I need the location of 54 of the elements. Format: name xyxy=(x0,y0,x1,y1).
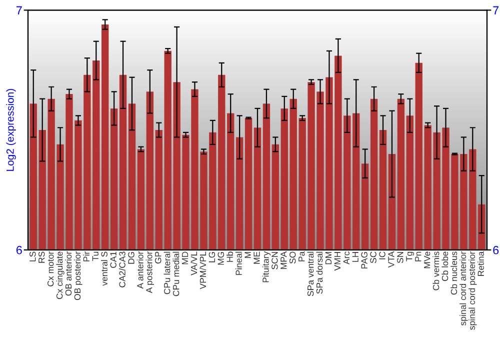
x-tick-label: VA/VL xyxy=(190,252,198,276)
x-tick-label: MPA xyxy=(280,251,287,269)
x-tick-label: Pir xyxy=(83,251,90,262)
x-tick-label: Cx motor xyxy=(47,251,54,286)
x-tick-label: MVe xyxy=(424,252,430,268)
x-tick-label: Pn xyxy=(415,252,422,262)
y2-tick-label: 6 xyxy=(493,246,499,254)
x-tick-label: Cb vermis xyxy=(432,252,440,290)
x-tick-label: ventral S xyxy=(101,252,108,286)
x-tick-label: SPa dorsal xyxy=(316,252,323,294)
x-tick-label: CA2/CA3 xyxy=(118,252,126,288)
x-tick-label: Pineal xyxy=(235,252,242,275)
y2-tick-label: 7 xyxy=(493,6,499,14)
x-tick-label: OB anterior xyxy=(65,251,72,296)
x-tick-label: MD xyxy=(182,252,188,264)
x-tick-label: ME xyxy=(254,252,260,264)
x-tick-label: LS xyxy=(30,252,36,262)
x-tick-label: IC xyxy=(379,252,386,260)
x-tick-label: RS xyxy=(38,252,45,263)
x-tick-label: Tu xyxy=(92,252,98,261)
x-tick-label: A posterior xyxy=(146,251,154,294)
x-tick-label: Tg xyxy=(406,252,414,262)
x-tick-label: DG xyxy=(128,252,134,264)
x-tick-label: spinal cord posterior xyxy=(468,251,477,330)
x-tick-label: SCN xyxy=(272,252,278,270)
y-axis-title: Log2 (expression) xyxy=(6,88,16,171)
x-tick-label: PAG xyxy=(361,252,368,268)
x-tick-label: LH xyxy=(352,252,358,262)
x-tick-label: VPM/VPL xyxy=(200,252,206,290)
x-tick-label: M xyxy=(244,252,251,258)
x-tick-label: Arc xyxy=(343,252,350,264)
x-tick-label: SC xyxy=(370,252,376,264)
x-tick-label: LG xyxy=(208,252,216,262)
x-tick-label: SN xyxy=(397,252,404,264)
x-tick-label: spinal cord anterior xyxy=(460,251,468,326)
x-tick-label: CA1 xyxy=(110,252,116,268)
x-tick-label: MG xyxy=(218,252,224,265)
x-tick-label: Cb lobe xyxy=(442,252,448,281)
x-tick-label: VTA xyxy=(388,251,394,268)
x-tick-label: Cb nucleus xyxy=(450,252,458,295)
x-tick-label: SO xyxy=(290,252,296,264)
x-tick-label: OB posterior xyxy=(74,251,82,300)
x-tick-label: VMH xyxy=(334,252,340,271)
x-tick-label: SPa ventral xyxy=(307,252,314,296)
x-tick-label: A anterior xyxy=(136,251,144,289)
x-tick-label: GP xyxy=(155,252,162,264)
x-tick-label: DM xyxy=(325,252,332,264)
x-tick-label: Retina xyxy=(478,251,484,276)
x-tick-label: CPu lateral xyxy=(164,252,170,294)
x-tick-label: CPu medial xyxy=(172,252,180,296)
x-tick-label: Cx cingulate xyxy=(56,252,64,299)
x-tick-label: Hb xyxy=(226,252,233,262)
x-tick-label: Pituitary xyxy=(262,251,271,282)
x-tick-label: Pa xyxy=(298,251,305,262)
